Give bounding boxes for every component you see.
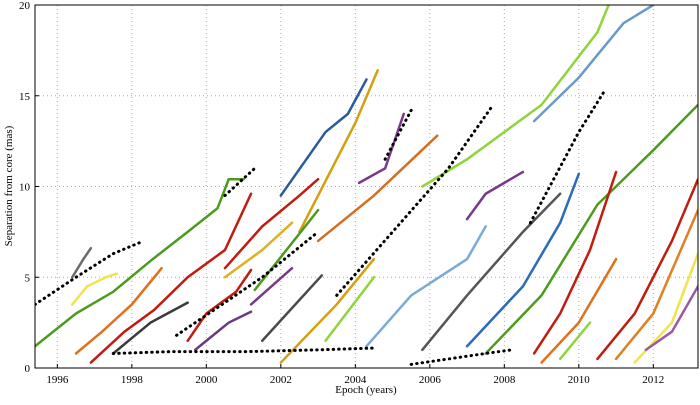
component-track <box>223 177 320 270</box>
y-axis-label: Separation from core (mas) <box>3 125 15 246</box>
component-track <box>249 266 294 306</box>
dotted-track <box>528 88 607 225</box>
component-track <box>633 252 698 364</box>
dotted-track <box>175 230 320 337</box>
component-track <box>465 172 581 348</box>
component-track <box>421 192 562 352</box>
y-tick-label: 5 <box>25 272 31 284</box>
component-track <box>223 221 294 279</box>
component-track <box>357 112 405 185</box>
x-tick-label: 2006 <box>419 374 442 386</box>
component-track <box>532 5 655 123</box>
y-tick-label: 10 <box>19 182 31 194</box>
component-track <box>70 246 93 279</box>
component-track <box>540 257 618 364</box>
y-tick-label: 0 <box>25 363 31 375</box>
y-tick-label: 15 <box>19 91 31 103</box>
x-tick-label: 2002 <box>270 374 292 386</box>
x-tick-label: 2000 <box>195 374 218 386</box>
component-track <box>421 5 610 188</box>
x-tick-label: 2010 <box>568 374 591 386</box>
dotted-track <box>223 166 257 198</box>
component-track <box>186 268 253 343</box>
dotted-track <box>383 108 413 161</box>
component-track <box>558 321 592 361</box>
component-track <box>484 103 698 355</box>
component-track <box>324 276 376 343</box>
y-tick-label: 20 <box>19 0 31 12</box>
plot-frame <box>34 4 699 369</box>
x-tick-label: 2012 <box>642 374 664 386</box>
dotted-track <box>409 348 514 366</box>
component-track <box>74 266 163 355</box>
component-track <box>260 274 324 343</box>
component-track <box>298 69 379 234</box>
component-track <box>279 78 368 197</box>
component-track <box>89 192 253 364</box>
component-track <box>35 177 245 348</box>
component-track <box>596 177 698 361</box>
component-track <box>111 301 189 355</box>
component-track <box>644 285 698 352</box>
x-tick-label: 2004 <box>344 374 367 386</box>
x-tick-label: 1998 <box>121 374 144 386</box>
x-tick-label: 1996 <box>46 374 69 386</box>
component-track <box>279 257 376 364</box>
component-track <box>70 272 119 306</box>
dotted-track <box>111 346 376 355</box>
dotted-track <box>335 103 495 297</box>
component-track <box>193 310 253 352</box>
component-track <box>365 225 487 348</box>
component-track <box>532 170 618 355</box>
component-track <box>316 134 439 243</box>
dotted-track <box>35 241 141 306</box>
component-track <box>614 208 698 361</box>
component-track <box>253 208 320 292</box>
component-track <box>465 170 525 221</box>
x-axis-label: Epoch (years) <box>335 384 397 396</box>
x-tick-label: 2008 <box>493 374 516 386</box>
